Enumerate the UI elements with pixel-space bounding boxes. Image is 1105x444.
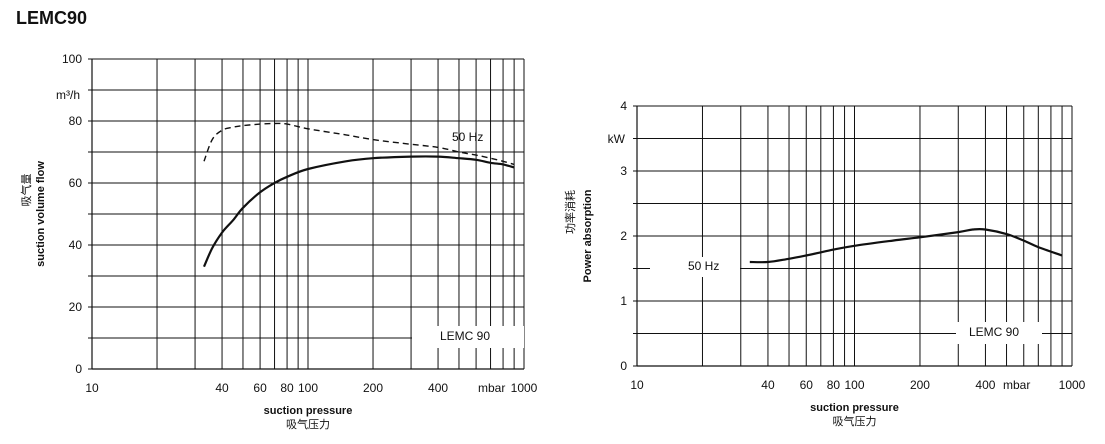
x-tick-label: 80 [827,378,841,392]
x-tick-label: 10 [85,381,99,395]
x-tick-label: 100 [844,378,864,392]
model-label: LEMC 90 [969,325,1019,339]
x-unit-label: mbar [1003,378,1030,392]
x-tick-label: 100 [298,381,318,395]
x-tick-label: 60 [800,378,814,392]
x-tick-label: 40 [761,378,775,392]
y-tick-label: 0 [75,362,82,376]
y-tick-label: 80 [69,114,83,128]
model-label-bg [412,326,524,348]
y-axis-title: suction volume flow [35,161,47,267]
x-tick-label: 1000 [1059,378,1086,392]
x-tick-label: 400 [428,381,448,395]
y-unit-bg [601,131,629,147]
x-axis-title: suction pressure [264,405,353,417]
y-unit-label: kW [608,132,626,146]
x-tick-label: 1000 [511,381,538,395]
model-label-bg [956,322,1042,344]
series-label: 50 Hz [452,130,483,144]
y-unit-label: m³/h [56,88,80,102]
y-axis-title-cn: 吸气量 [19,174,33,207]
y-tick-label: 20 [69,300,83,314]
x-tick-label: 80 [280,381,294,395]
x-tick-label: 400 [975,378,995,392]
x-unit-label: mbar [478,381,505,395]
y-tick-label: 0 [620,359,627,373]
series-line-50hz-dashed [203,122,515,166]
x-axis-title-cn: 吸气压力 [286,417,330,431]
x-axis-title: suction pressure [810,402,899,414]
y-unit-bg [56,87,84,103]
y-tick-label: 3 [620,164,627,178]
model-label: LEMC 90 [440,329,490,343]
y-axis-title-cn: 功率消耗 [563,190,577,234]
series-label: 50 Hz [688,259,719,273]
y-tick-label: 1 [620,294,627,308]
x-tick-label: 60 [253,381,267,395]
page-title: LEMC90 [16,8,88,28]
x-tick-label: 200 [910,378,930,392]
x-axis-title-cn: 吸气压力 [833,414,877,428]
x-tick-label: 200 [363,381,383,395]
chart-power-absorption: 0 1 2 3 4 10 40 60 80 100 200 400 1000 kW mbar suction … [563,99,1086,428]
y-tick-label: 40 [69,238,83,252]
y-axis-title: Power absorption [582,189,594,282]
chart-suction-volume-flow: 0 20 40 60 80 100 10 40 60 80 100 200 400 1000 m³/h mba… [19,52,538,431]
x-tick-label: 10 [630,378,644,392]
y-tick-label: 100 [62,52,82,66]
series-line-solid [749,227,1063,264]
y-tick-label: 60 [69,176,83,190]
series-line-solid [202,155,515,268]
y-tick-label: 4 [620,99,627,113]
series-label-bg [650,257,740,277]
y-tick-label: 2 [620,229,627,243]
x-tick-label: 40 [215,381,229,395]
